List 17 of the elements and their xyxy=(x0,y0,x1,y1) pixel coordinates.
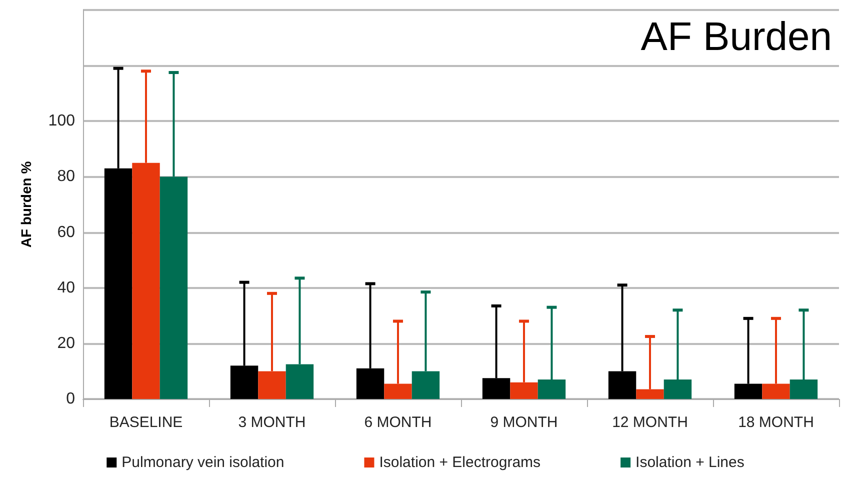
chart-title: AF Burden xyxy=(640,15,832,59)
y-tick-label: 100 xyxy=(48,112,76,130)
y-tick-label: 0 xyxy=(66,390,76,408)
x-tick-label: 6 MONTH xyxy=(364,414,432,431)
y-axis-title: AF burden % xyxy=(18,160,34,248)
y-tick-label: 80 xyxy=(57,168,76,186)
x-tick-label: 18 MONTH xyxy=(738,414,814,431)
x-tick-label: 9 MONTH xyxy=(490,414,558,431)
x-tick-label: 3 MONTH xyxy=(238,414,306,431)
y-tick-label: 60 xyxy=(57,224,76,241)
legend-label: Pulmonary vein isolation xyxy=(122,454,284,471)
y-tick-label: 40 xyxy=(57,279,76,296)
x-tick-label: 12 MONTH xyxy=(612,414,688,431)
legend-label: Isolation + Lines xyxy=(636,454,744,471)
y-tick-label: 20 xyxy=(57,334,76,352)
legend-label: Isolation + Electrograms xyxy=(379,454,541,471)
x-tick-label: BASELINE xyxy=(109,414,183,431)
